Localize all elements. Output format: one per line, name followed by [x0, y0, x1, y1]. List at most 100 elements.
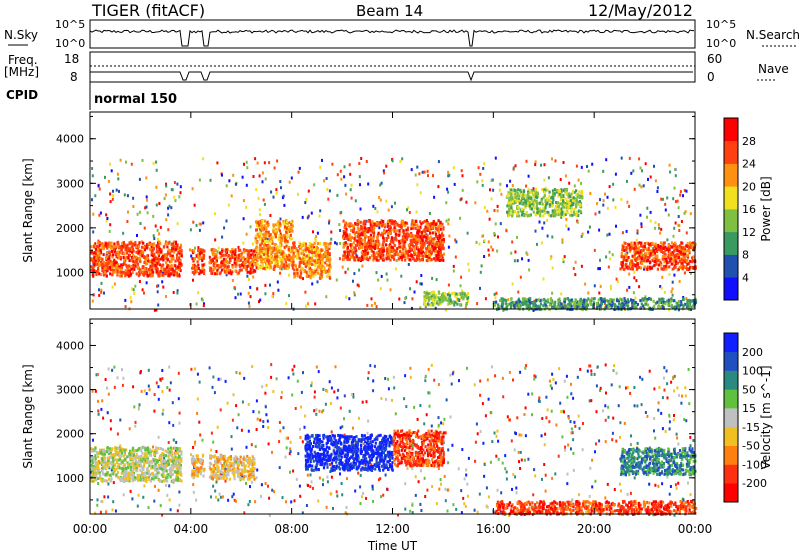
echo-cell	[419, 225, 422, 229]
echo-cell	[456, 302, 459, 306]
echo-cell	[361, 245, 364, 249]
noise-cell	[526, 252, 529, 256]
echo-cell	[273, 255, 276, 259]
noise-cell	[560, 292, 563, 296]
noise-cell	[311, 282, 314, 286]
noise-cell	[661, 275, 664, 279]
noise-cell	[304, 201, 307, 204]
echo-cell	[445, 296, 448, 300]
noise-cell	[234, 182, 237, 186]
noise-cell	[386, 278, 389, 282]
echo-cell	[125, 265, 129, 269]
echo-cell	[272, 246, 275, 250]
echo-cell	[518, 201, 521, 205]
echo-cell	[298, 256, 301, 260]
echo-cell	[107, 244, 110, 248]
echo-cell	[357, 229, 360, 233]
noise-cell	[105, 213, 108, 217]
echo-cell	[114, 267, 117, 271]
noise-cell	[124, 298, 127, 302]
echo-cell	[404, 258, 407, 262]
echo-cell	[611, 300, 614, 304]
noise-cell	[141, 288, 144, 292]
echo-cell	[624, 242, 627, 245]
echo-cell	[130, 264, 133, 268]
echo-cell	[267, 259, 270, 263]
echo-cell	[640, 266, 643, 270]
echo-cell	[436, 300, 439, 304]
echo-cell	[631, 246, 634, 250]
echo-cell	[426, 227, 429, 231]
echo-cell	[526, 298, 529, 302]
noise-cell	[641, 169, 643, 173]
noise-cell	[263, 161, 266, 165]
echo-cell	[643, 245, 646, 249]
echo-cell	[352, 229, 355, 233]
echo-cell	[579, 209, 582, 213]
echo-cell	[436, 257, 439, 261]
echo-cell	[673, 306, 676, 310]
echo-cell	[258, 237, 261, 241]
echo-cell	[573, 305, 576, 309]
noise-cell	[460, 289, 463, 293]
echo-cell	[425, 219, 428, 222]
echo-cell	[549, 214, 552, 218]
echo-cell	[670, 257, 673, 261]
echo-cell	[364, 250, 367, 254]
echo-cell	[644, 247, 647, 250]
echo-cell	[118, 265, 121, 269]
noise-cell	[580, 234, 583, 238]
noise-cell	[447, 190, 450, 194]
echo-cell	[272, 267, 275, 271]
echo-cell	[612, 298, 615, 302]
noise-cell	[479, 270, 482, 274]
noise-cell	[419, 306, 422, 310]
echo-cell	[162, 245, 165, 249]
echo-cell	[410, 240, 413, 244]
echo-cell	[683, 252, 686, 256]
noise-cell	[677, 308, 680, 312]
echo-cell	[264, 232, 267, 236]
noise-cell	[198, 178, 201, 182]
echo-cell	[538, 211, 542, 215]
echo-cell	[548, 190, 551, 194]
echo-cell	[638, 253, 641, 257]
noise-cell	[496, 204, 499, 208]
echo-cell	[169, 268, 173, 271]
echo-cell	[686, 242, 689, 246]
echo-cell	[284, 223, 287, 227]
echo-cell	[562, 194, 565, 198]
noise-cell	[168, 204, 171, 208]
echo-cell	[661, 257, 664, 261]
echo-cell	[509, 197, 513, 201]
nsky-tick-bottom: 10^0	[55, 37, 86, 50]
noise-cell	[606, 206, 609, 210]
echo-cell	[465, 294, 468, 298]
echo-cell	[326, 249, 329, 253]
echo-cell	[106, 246, 109, 250]
noise-cell	[273, 166, 276, 170]
echo-cell	[659, 263, 663, 267]
echo-cell	[353, 258, 356, 262]
echo-cell	[652, 253, 655, 257]
echo-cell	[109, 253, 112, 257]
echo-cell	[398, 224, 401, 228]
echo-cell	[163, 253, 166, 257]
echo-cell	[507, 201, 510, 205]
noise-cell	[98, 288, 100, 292]
noise-cell	[559, 178, 562, 181]
noise-cell	[171, 188, 174, 192]
noise-cell	[560, 215, 563, 219]
echo-cell	[246, 259, 249, 263]
echo-cell	[667, 246, 670, 250]
echo-cell	[138, 259, 141, 263]
echo-cell	[664, 302, 667, 306]
echo-cell	[218, 251, 221, 255]
echo-cell	[310, 248, 313, 252]
echo-cell	[110, 249, 114, 253]
echo-cell	[623, 255, 626, 259]
echo-cell	[678, 249, 681, 253]
echo-cell	[640, 241, 643, 245]
echo-cell	[520, 301, 524, 305]
